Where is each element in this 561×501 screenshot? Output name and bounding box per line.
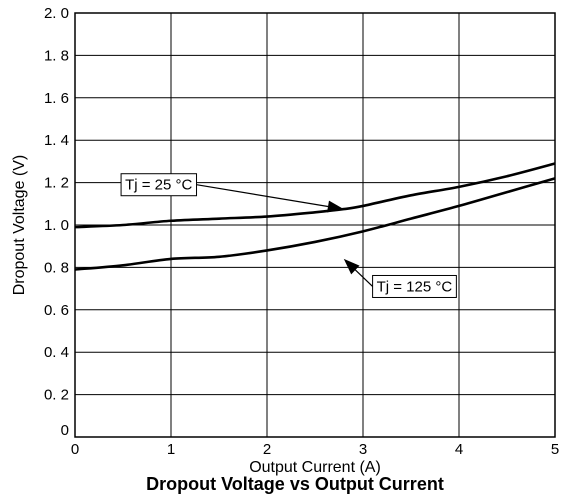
y-tick-label: 0. 6 bbox=[44, 302, 69, 319]
grid-lines bbox=[75, 13, 555, 437]
annotation-2: Tj = 125 °C bbox=[343, 258, 457, 298]
annotation-arrowhead bbox=[343, 258, 360, 275]
annotation-leader bbox=[196, 184, 329, 208]
x-tick-label: 5 bbox=[551, 441, 559, 458]
annotation-1: Tj = 25 °C bbox=[120, 173, 344, 213]
annotation-arrowhead bbox=[327, 200, 344, 213]
x-tick-label: 4 bbox=[455, 441, 463, 458]
x-axis-label: Output Current (A) bbox=[249, 459, 381, 476]
x-tick-labels: 0 1 2 3 4 5 bbox=[71, 441, 559, 458]
x-tick-label: 0 bbox=[71, 441, 79, 458]
x-tick-label: 2 bbox=[263, 441, 271, 458]
annotations: Tj = 25 °C Tj = 125 °C bbox=[120, 173, 457, 298]
y-tick-label: 1. 6 bbox=[44, 90, 69, 107]
x-tick-label: 3 bbox=[359, 441, 367, 458]
y-tick-label: 1. 2 bbox=[44, 175, 69, 192]
annotation-label: Tj = 125 °C bbox=[377, 278, 453, 295]
y-tick-label: 0. 4 bbox=[44, 344, 69, 361]
y-axis-label: Dropout Voltage (V) bbox=[11, 155, 28, 296]
y-tick-label: 1. 0 bbox=[44, 217, 69, 234]
annotation-leader bbox=[354, 269, 374, 287]
y-tick-labels: 0 0. 2 0. 4 0. 6 0. 8 1. 0 1. 2 1. 4 1. 6 1. 8 2. … bbox=[44, 5, 69, 439]
y-tick-label: 0. 8 bbox=[44, 259, 69, 276]
series-line-2 bbox=[74, 177, 556, 271]
plot-frame bbox=[74, 12, 556, 438]
y-tick-label: 1. 8 bbox=[44, 47, 69, 64]
x-tick-label: 1 bbox=[167, 441, 175, 458]
y-tick-label: 0. 2 bbox=[44, 387, 69, 404]
y-tick-label: 1. 4 bbox=[44, 132, 69, 149]
annotation-label: Tj = 25 °C bbox=[125, 177, 192, 194]
chart-title: Dropout Voltage vs Output Current bbox=[146, 474, 444, 494]
y-tick-label: 0 bbox=[61, 422, 69, 439]
y-tick-label: 2. 0 bbox=[44, 5, 69, 22]
